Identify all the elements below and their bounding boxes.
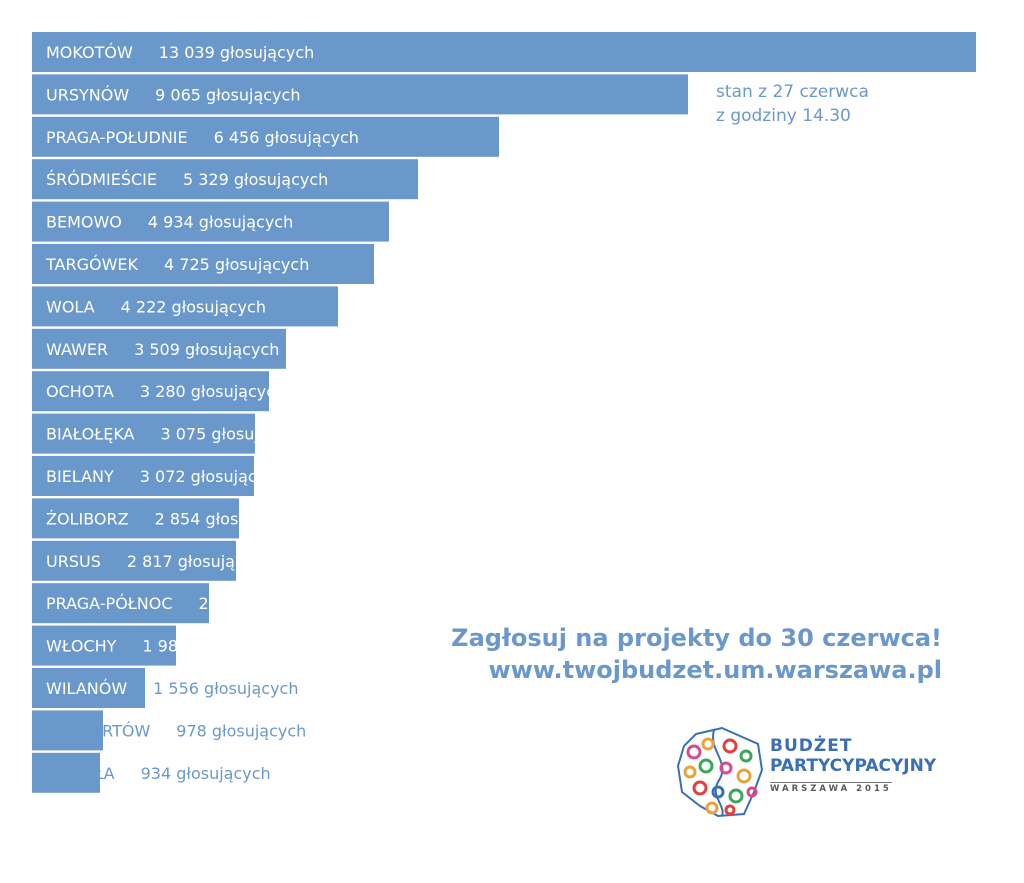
category-label: WOLA [46, 297, 95, 316]
category-label: WILANÓW [46, 679, 127, 698]
bar-label-14: WŁOCHY 1 988 głosujących [46, 637, 288, 656]
bar-label-12: URSUS 2 817 głosujących [46, 552, 272, 571]
category-label: REMBERTÓW [46, 721, 150, 740]
bar-17 [32, 752, 100, 793]
bar-5 [32, 244, 374, 284]
value-label: 5 329 głosujących [183, 170, 328, 189]
category-label: ŚRÓDMIEŚCIE [46, 170, 157, 189]
status-note: stan z 27 czerwca z godziny 14.30 [716, 80, 869, 128]
bar-14 [32, 625, 176, 666]
category-label: WŁOCHY [46, 637, 117, 656]
value-label: 6 456 głosujących [214, 128, 359, 147]
value-label: 4 934 głosujących [148, 213, 293, 232]
value-label: 2 854 głosujących [155, 509, 300, 528]
bar-8 [32, 371, 269, 412]
value-label: 2 440 głosujących [199, 594, 344, 613]
status-note-line1: stan z 27 czerwca [716, 82, 869, 102]
bar-label-7: WAWER 3 509 głosujących [46, 340, 279, 359]
bar-0 [32, 32, 976, 72]
category-label: WESOŁA [46, 764, 115, 783]
category-label: BIELANY [46, 467, 114, 486]
bar-label-17: WESOŁA 934 głosujących [46, 764, 271, 783]
category-label: URSYNÓW [46, 85, 129, 104]
category-label: ŻOLIBORZ [46, 509, 129, 528]
value-label: 1 556 głosujących [153, 679, 298, 698]
logo-city-year: WARSZAWA 2015 [770, 782, 892, 794]
logo-subtitle: PARTYCYPACYJNY [770, 756, 937, 776]
category-label: WAWER [46, 340, 108, 359]
category-label: URSUS [46, 552, 101, 571]
value-label: 934 głosujących [141, 764, 271, 783]
bar-1 [32, 74, 688, 115]
bar-label-13: PRAGA-PÓŁNOC 2 440 głosujących [46, 594, 344, 613]
value-label: 1 988 głosujących [142, 637, 287, 656]
bar-7 [32, 328, 286, 369]
bar-label-6: WOLA 4 222 głosujących [46, 297, 266, 316]
category-label: PRAGA-PÓŁNOC [46, 594, 173, 613]
value-label: 3 072 głosujących [140, 467, 285, 486]
bar-15 [32, 668, 145, 708]
call-to-action: Zagłosuj na projekty do 30 czerwca! www.… [451, 622, 942, 686]
value-label: 4 222 głosujących [121, 297, 266, 316]
value-label: 9 065 głosujących [155, 85, 300, 104]
value-label: 3 509 głosujących [134, 340, 279, 359]
value-label: 4 725 głosujących [164, 255, 309, 274]
category-label: PRAGA-POŁUDNIE [46, 128, 188, 147]
bar-9 [32, 413, 255, 454]
category-label: TARGÓWEK [45, 255, 139, 274]
cta-url[interactable]: www.twojbudzet.um.warszawa.pl [488, 656, 943, 684]
bar-label-4: BEMOWO 4 934 głosujących [46, 213, 293, 232]
bar-11 [32, 498, 239, 539]
bar-label-16: REMBERTÓW 978 głosujących [46, 721, 306, 740]
logo-title: BUDŻET [770, 736, 853, 756]
category-label: MOKOTÓW [46, 43, 133, 62]
bar-6 [32, 286, 338, 327]
bar-12 [32, 540, 236, 581]
bar-16 [32, 710, 103, 751]
bar-13 [32, 583, 209, 624]
bar-label-3: ŚRÓDMIEŚCIE 5 329 głosujących [46, 170, 328, 189]
bar-label-10: BIELANY 3 072 głosujących [46, 467, 285, 486]
bar-10 [32, 456, 254, 496]
budzet-logo: BUDŻET PARTYCYPACYJNY WARSZAWA 2015 [674, 722, 954, 822]
bar-label-8: OCHOTA 3 280 głosujących [46, 382, 285, 401]
bar-3 [32, 159, 418, 200]
value-label: 978 głosujących [176, 721, 306, 740]
cta-headline: Zagłosuj na projekty do 30 czerwca! [451, 624, 942, 652]
category-label: BEMOWO [46, 213, 122, 232]
bar-label-1: URSYNÓW 9 065 głosujących [46, 85, 300, 104]
category-label: OCHOTA [46, 382, 114, 401]
bar-label-5: TARGÓWEK 4 725 głosujących [45, 255, 309, 274]
bar-label-11: ŻOLIBORZ 2 854 głosujących [46, 509, 300, 528]
bar-4 [32, 201, 389, 242]
category-label: BIAŁOŁĘKA [46, 425, 135, 444]
gears-map-icon [676, 726, 764, 818]
value-label: 13 039 głosujących [159, 43, 315, 62]
value-label: 2 817 głosujących [127, 552, 272, 571]
bar-label-0: MOKOTÓW 13 039 głosujących [46, 43, 314, 62]
value-label: 3 075 głosujących [160, 425, 305, 444]
value-label: 3 280 głosujących [140, 382, 285, 401]
bar-label-15: WILANÓW 1 556 głosujących [46, 679, 298, 698]
status-note-line2: z godziny 14.30 [716, 106, 851, 126]
bar-2 [32, 116, 499, 157]
bar-label-9: BIAŁOŁĘKA 3 075 głosujących [46, 425, 306, 444]
bar-label-2: PRAGA-POŁUDNIE 6 456 głosujących [46, 128, 359, 147]
